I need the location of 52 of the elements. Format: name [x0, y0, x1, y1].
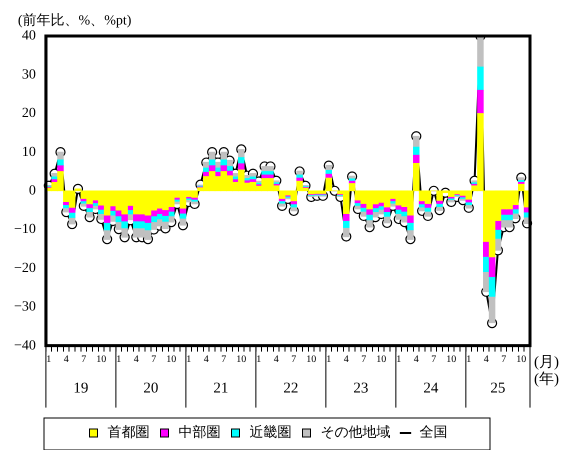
x-tick-label: 4 [344, 354, 349, 366]
x-tick-label: 4 [484, 354, 489, 366]
x-tick-label: 10 [446, 354, 456, 366]
x-tick-label: 7 [291, 354, 296, 366]
x-tick-label: 1 [396, 354, 402, 366]
x-tick-label: 1 [326, 354, 332, 366]
y-tick-label: −10 [14, 222, 36, 238]
text: 21 [213, 380, 228, 397]
y-tick-label: 40 [22, 28, 36, 44]
text: 24 [423, 380, 439, 397]
x-tick-label: 4 [64, 354, 69, 366]
x-tick-label: 10 [376, 354, 386, 366]
legend-label: 中部圏 [178, 424, 220, 441]
text: 23 [353, 380, 368, 397]
x-tick-label: 7 [151, 354, 156, 366]
x-tick-label: 4 [134, 354, 139, 366]
x-tick-label: 7 [501, 354, 506, 366]
text: 19 [73, 380, 88, 397]
x-axis-title: (月) [534, 354, 559, 371]
x-tick-label: 7 [361, 354, 366, 366]
x-tick-label: 1 [186, 354, 192, 366]
y-tick-label: 0 [28, 183, 36, 198]
y-tick-label: 20 [22, 106, 36, 122]
x-tick-label: 10 [236, 354, 246, 366]
y-tick-label: −30 [14, 300, 36, 315]
x-tick-label: 7 [221, 354, 226, 366]
x-tick-label: 10 [516, 354, 526, 366]
legend-label: 全国 [420, 424, 448, 441]
x-tick-label: 10 [166, 354, 176, 366]
x-tick-label: 10 [96, 354, 106, 366]
text: 22 [283, 380, 298, 397]
x-tick-label: 10 [306, 354, 316, 366]
x-tick-label: 1 [466, 354, 472, 366]
x-tick-label: 1 [116, 354, 122, 366]
legend-label: 近畿圏 [250, 424, 292, 441]
y-axis-title: (前年比、%、%pt) [18, 12, 132, 29]
legend-label: 首都圏 [108, 424, 150, 441]
y-tick-label: 30 [22, 67, 36, 82]
legend-label: その他地域 [320, 424, 390, 441]
x-tick-label: 4 [414, 354, 419, 366]
x-tick-label: 7 [81, 354, 86, 366]
y-tick-label: −20 [14, 260, 36, 276]
text: (年) [534, 370, 559, 388]
x-tick-label: 1 [46, 354, 52, 366]
y-tick-label: −40 [14, 338, 36, 354]
x-tick-label: 7 [431, 354, 436, 366]
y-tick-label: 10 [22, 144, 36, 160]
x-tick-label: 4 [204, 354, 209, 366]
x-tick-label: 4 [274, 354, 279, 366]
text: 25 [490, 380, 506, 397]
x-tick-label: 1 [256, 354, 262, 366]
text: 20 [143, 380, 158, 397]
